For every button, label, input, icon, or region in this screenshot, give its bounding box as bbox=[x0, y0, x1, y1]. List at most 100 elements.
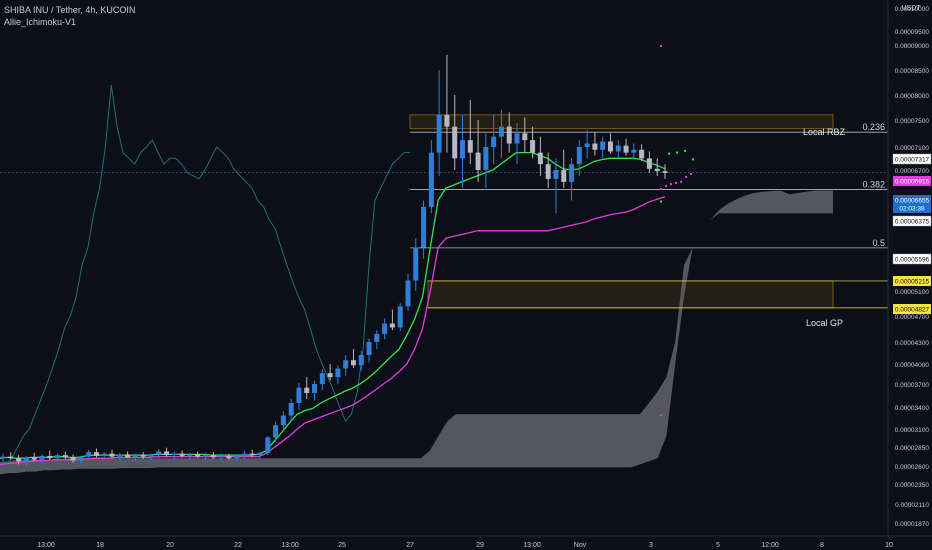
price-label-text: 0.00004827 bbox=[895, 307, 930, 314]
symbol-title[interactable]: SHIBA INU / Tether, 4h, KUCOIN bbox=[4, 5, 136, 15]
price-label-bg bbox=[892, 153, 932, 165]
candle bbox=[506, 112, 512, 153]
candle bbox=[460, 114, 466, 189]
candle bbox=[125, 451, 131, 459]
candle-body bbox=[31, 457, 37, 460]
candle bbox=[86, 449, 92, 460]
candle-body bbox=[296, 387, 302, 404]
candle-body bbox=[117, 454, 123, 457]
price-label-bg bbox=[893, 276, 931, 286]
price-label: 0.00005596 bbox=[892, 253, 932, 265]
price-tick-label: 0.00002350 bbox=[895, 482, 930, 489]
candle bbox=[195, 451, 201, 459]
candle-body bbox=[498, 126, 504, 137]
candle-body bbox=[561, 170, 567, 182]
candle bbox=[280, 411, 286, 432]
candle-body bbox=[125, 454, 131, 458]
candle-body bbox=[288, 403, 294, 416]
annotation-local-rbz: Local RBZ bbox=[803, 127, 846, 137]
slow-line bbox=[0, 196, 666, 466]
candle-body bbox=[335, 368, 341, 378]
lagging-line-layer bbox=[0, 84, 410, 467]
candle bbox=[156, 449, 162, 459]
time-tick-label: 29 bbox=[476, 542, 484, 549]
candle-body bbox=[358, 355, 364, 366]
price-tick-label: 0.00009500 bbox=[895, 29, 930, 36]
candle bbox=[615, 140, 621, 159]
price-axis-unit: USDT bbox=[901, 5, 921, 12]
time-tick-label: 20 bbox=[166, 542, 174, 549]
candle-body bbox=[164, 451, 170, 456]
candle bbox=[389, 309, 395, 331]
candle bbox=[273, 421, 279, 442]
candle-body bbox=[23, 457, 29, 462]
magenta-dot bbox=[690, 172, 692, 175]
indicator-title[interactable]: Allie_Ichimoku-V1 bbox=[4, 17, 77, 27]
price-tick-label: 0.00010000 bbox=[895, 6, 930, 13]
candle bbox=[187, 452, 193, 460]
candle-body bbox=[343, 360, 349, 369]
candle bbox=[607, 133, 613, 154]
candle bbox=[62, 451, 68, 459]
price-label-text: 0.00005215 bbox=[895, 279, 930, 286]
candle-body bbox=[592, 143, 598, 150]
candle bbox=[31, 452, 37, 462]
candle-body bbox=[70, 457, 76, 461]
candle-body bbox=[374, 333, 380, 342]
fib-levels-layer: 0.236 0.382 0.5 bbox=[0, 122, 888, 309]
candle-body bbox=[319, 373, 325, 384]
price-tick-label: 0.00002850 bbox=[895, 445, 930, 452]
candle bbox=[70, 454, 76, 463]
candle-body bbox=[304, 387, 310, 393]
candle-body bbox=[584, 143, 590, 147]
green-dot bbox=[684, 149, 686, 152]
annotation-local-gp: Local GP bbox=[806, 318, 843, 328]
price-label-bg bbox=[893, 203, 931, 213]
price-tick-label: 0.00008000 bbox=[895, 93, 930, 100]
candle bbox=[202, 452, 208, 461]
candle bbox=[646, 151, 652, 173]
price-label-text: 0.00006375 bbox=[895, 219, 930, 226]
price-label: 0.00006655 bbox=[893, 195, 931, 205]
price-tick-label: 0.00007500 bbox=[895, 118, 930, 125]
candle-body bbox=[109, 453, 115, 457]
candle-body bbox=[101, 453, 107, 456]
price-label-text: 0.00006915 bbox=[895, 179, 930, 186]
candle bbox=[39, 454, 45, 463]
candle bbox=[537, 136, 543, 176]
candle-body bbox=[241, 453, 247, 456]
candle-body bbox=[483, 147, 489, 170]
green-dot bbox=[692, 158, 694, 161]
candle bbox=[109, 449, 115, 459]
time-axis[interactable]: 13:00 18 20 22 13:00 25 27 29 13:00 Nov 3 5 12:00 8 10 bbox=[0, 535, 932, 549]
price-label: 02:03:38 bbox=[893, 203, 931, 213]
candle bbox=[350, 349, 356, 368]
price-tick-label: 0.00002600 bbox=[895, 464, 930, 471]
green-dot bbox=[676, 151, 678, 154]
candle bbox=[8, 452, 14, 460]
price-tick-label: 0.00003100 bbox=[895, 427, 930, 434]
candle-body bbox=[382, 323, 388, 334]
candle-body bbox=[514, 133, 520, 144]
candle-body bbox=[312, 384, 318, 393]
candle bbox=[413, 238, 419, 291]
candle bbox=[210, 452, 216, 459]
fib-label-2: 0.382 bbox=[862, 180, 885, 190]
candle bbox=[366, 338, 372, 363]
price-tick-label: 0.00006700 bbox=[895, 168, 930, 175]
magenta-dot bbox=[665, 184, 667, 187]
price-label: 0.00006375 bbox=[892, 215, 932, 227]
candle bbox=[93, 448, 99, 458]
candle-body bbox=[646, 158, 652, 169]
candle bbox=[0, 453, 6, 463]
candle-body bbox=[389, 323, 395, 328]
magenta-dot bbox=[660, 414, 662, 417]
price-label-text: 0.00006655 bbox=[895, 198, 930, 205]
candle bbox=[452, 95, 458, 170]
candle bbox=[148, 453, 154, 461]
candle-body bbox=[179, 453, 185, 456]
fib-label-3: 0.5 bbox=[872, 238, 885, 248]
